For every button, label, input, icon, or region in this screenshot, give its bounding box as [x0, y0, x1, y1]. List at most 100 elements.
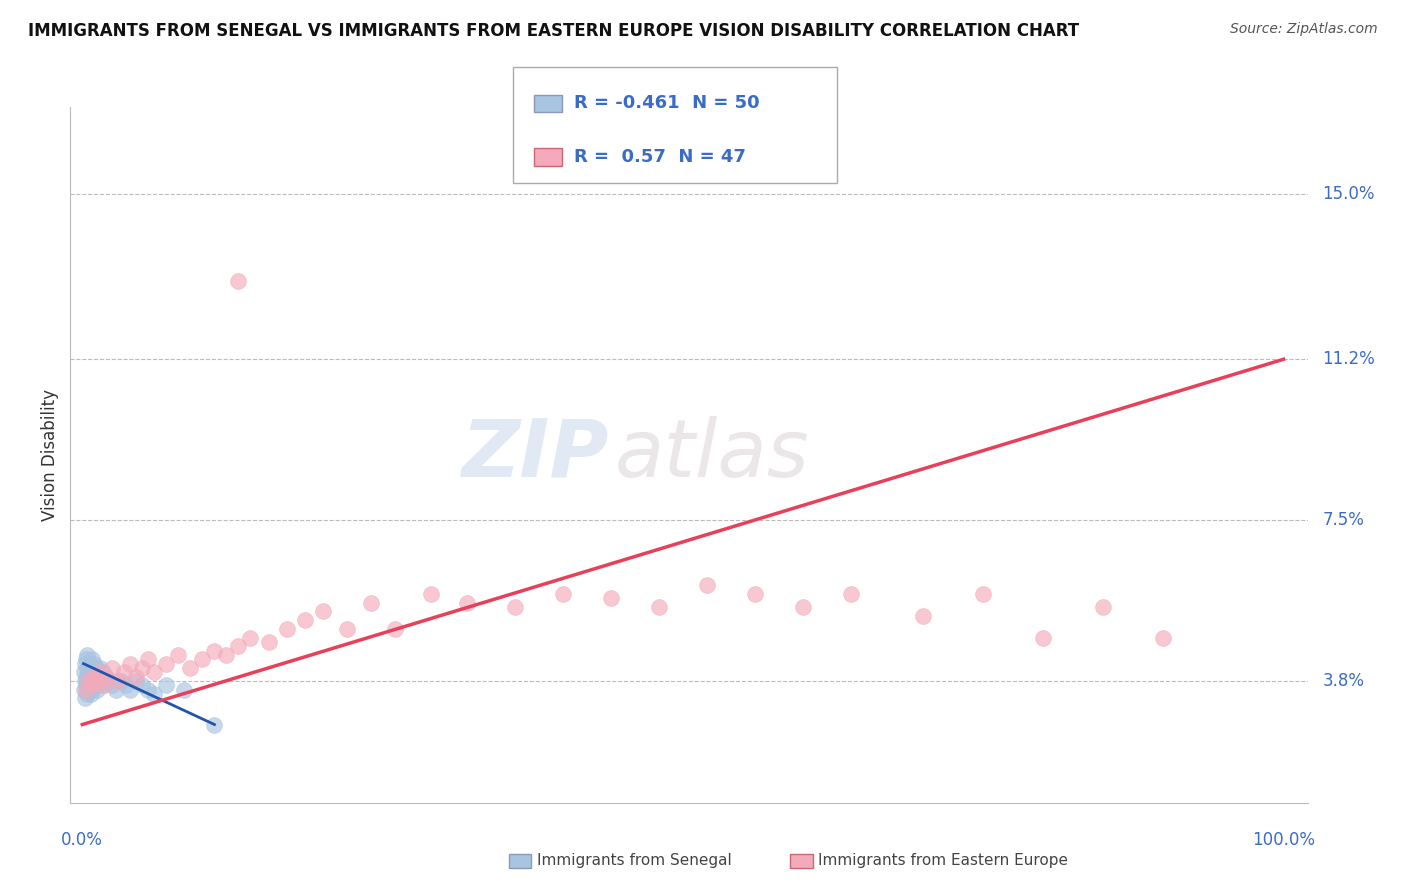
- Point: [73, 691, 96, 706]
- Point: [228, 639, 250, 653]
- Point: [72, 682, 94, 697]
- Text: Immigrants from Senegal: Immigrants from Senegal: [537, 854, 733, 868]
- Point: [107, 674, 129, 689]
- Point: [83, 670, 105, 684]
- Y-axis label: Vision Disability: Vision Disability: [41, 389, 59, 521]
- Point: [384, 622, 406, 636]
- Point: [1152, 631, 1174, 645]
- Point: [204, 643, 226, 657]
- Point: [76, 648, 98, 662]
- Point: [155, 657, 177, 671]
- Point: [79, 670, 101, 684]
- Point: [125, 670, 148, 684]
- Point: [336, 622, 359, 636]
- Point: [239, 631, 262, 645]
- Point: [77, 674, 100, 689]
- Text: IMMIGRANTS FROM SENEGAL VS IMMIGRANTS FROM EASTERN EUROPE VISION DISABILITY CORR: IMMIGRANTS FROM SENEGAL VS IMMIGRANTS FR…: [28, 22, 1080, 40]
- Point: [257, 635, 280, 649]
- Point: [131, 661, 153, 675]
- Point: [131, 678, 153, 692]
- Point: [89, 661, 111, 675]
- Point: [73, 674, 96, 689]
- Point: [792, 600, 814, 615]
- Point: [138, 652, 160, 666]
- Point: [173, 682, 195, 697]
- Point: [77, 682, 100, 697]
- Point: [138, 682, 160, 697]
- Point: [93, 678, 115, 692]
- Text: atlas: atlas: [614, 416, 810, 494]
- Point: [419, 587, 441, 601]
- Point: [82, 678, 104, 692]
- Point: [75, 678, 97, 692]
- Text: 3.8%: 3.8%: [1323, 672, 1364, 690]
- Point: [93, 678, 115, 692]
- Point: [76, 661, 98, 675]
- Point: [155, 678, 177, 692]
- Point: [86, 665, 108, 680]
- Point: [360, 596, 382, 610]
- Point: [83, 657, 105, 671]
- Text: 0.0%: 0.0%: [62, 830, 103, 848]
- Point: [97, 674, 120, 689]
- Point: [551, 587, 574, 601]
- Point: [503, 600, 526, 615]
- Point: [96, 670, 118, 684]
- Point: [75, 670, 97, 684]
- Point: [80, 682, 103, 697]
- Point: [73, 657, 96, 671]
- Point: [77, 674, 100, 689]
- Point: [82, 665, 104, 680]
- Point: [75, 682, 97, 697]
- Point: [143, 665, 166, 680]
- Point: [79, 678, 101, 692]
- Point: [912, 608, 935, 623]
- Text: Source: ZipAtlas.com: Source: ZipAtlas.com: [1230, 22, 1378, 37]
- Point: [84, 674, 107, 689]
- Point: [696, 578, 718, 592]
- Point: [75, 652, 97, 666]
- Point: [83, 670, 105, 684]
- Point: [839, 587, 862, 601]
- Point: [744, 587, 766, 601]
- Point: [972, 587, 994, 601]
- Text: 100.0%: 100.0%: [1253, 830, 1315, 848]
- Point: [228, 274, 250, 288]
- Text: 15.0%: 15.0%: [1323, 185, 1375, 203]
- Point: [120, 657, 142, 671]
- Point: [86, 674, 108, 689]
- Point: [179, 661, 201, 675]
- Point: [89, 678, 111, 692]
- Point: [87, 670, 110, 684]
- Point: [80, 652, 103, 666]
- Point: [143, 687, 166, 701]
- Point: [80, 678, 103, 692]
- Point: [456, 596, 478, 610]
- Point: [84, 661, 107, 675]
- Point: [101, 661, 124, 675]
- Point: [215, 648, 238, 662]
- Text: Immigrants from Eastern Europe: Immigrants from Eastern Europe: [818, 854, 1069, 868]
- Point: [91, 665, 114, 680]
- Point: [72, 665, 94, 680]
- Point: [79, 657, 101, 671]
- Point: [114, 678, 136, 692]
- Point: [125, 674, 148, 689]
- Text: R = -0.461  N = 50: R = -0.461 N = 50: [574, 95, 759, 112]
- Point: [86, 682, 108, 697]
- Point: [120, 682, 142, 697]
- Point: [101, 678, 124, 692]
- Point: [80, 674, 103, 689]
- Point: [294, 613, 316, 627]
- Text: 11.2%: 11.2%: [1323, 351, 1375, 368]
- Point: [1092, 600, 1115, 615]
- Point: [599, 591, 621, 606]
- Text: R =  0.57  N = 47: R = 0.57 N = 47: [574, 148, 745, 166]
- Point: [90, 674, 112, 689]
- Point: [191, 652, 214, 666]
- Point: [80, 661, 103, 675]
- Point: [80, 687, 103, 701]
- Point: [204, 717, 226, 731]
- Text: 7.5%: 7.5%: [1323, 511, 1364, 529]
- Point: [96, 670, 118, 684]
